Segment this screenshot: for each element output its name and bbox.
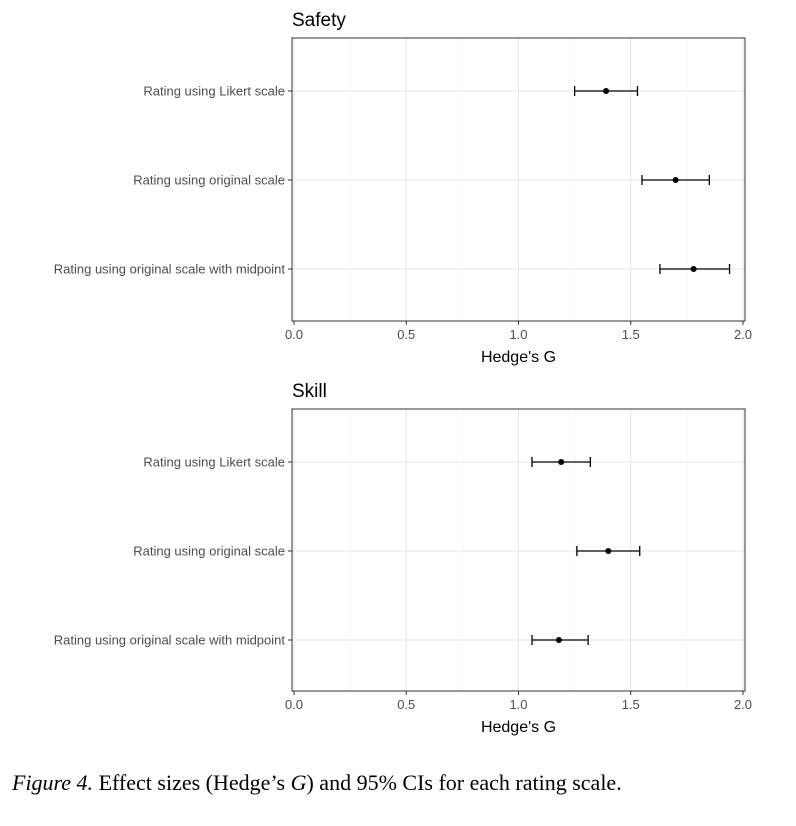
estimate-point [558, 459, 565, 465]
chart-title: Skill [292, 381, 327, 402]
chart-title: Safety [292, 10, 346, 31]
chart-panel-1: Safety Rating using Likert scale Rating us… [54, 10, 752, 366]
chart-panel-2: Skill Rating using Likert scale Rating usi… [54, 381, 752, 736]
x-tick-label: 0.0 [285, 327, 303, 342]
estimate-point [690, 266, 697, 272]
x-tick-label: 1.0 [509, 697, 527, 712]
x-axis-label: Hedge's G [481, 719, 556, 736]
y-tick-label: Rating using Likert scale [143, 455, 285, 470]
y-tick-label: Rating using original scale [133, 173, 285, 188]
caption-text-before: Effect sizes (Hedge’s [93, 770, 291, 795]
x-tick-label: 2.0 [734, 327, 752, 342]
x-tick-label: 1.5 [622, 327, 640, 342]
x-tick-label: 1.5 [622, 697, 640, 712]
caption-text-italic: G [290, 770, 307, 795]
x-axis-label: Hedge's G [481, 349, 556, 366]
x-tick-label: 0.5 [397, 327, 415, 342]
estimate-point [672, 177, 679, 183]
y-tick-label: Rating using Likert scale [143, 84, 285, 99]
figure-label: Figure 4. [12, 770, 94, 795]
y-tick-label: Rating using original scale [133, 544, 285, 559]
figure-caption: Figure 4. Effect sizes (Hedge’s G) and 9… [12, 770, 792, 796]
estimate-point [603, 88, 610, 94]
estimate-point [555, 637, 562, 643]
x-tick-label: 0.0 [285, 697, 303, 712]
estimate-point [605, 548, 612, 554]
y-tick-label: Rating using original scale with midpoin… [54, 633, 286, 648]
x-tick-label: 0.5 [397, 697, 415, 712]
y-tick-label: Rating using original scale with midpoin… [54, 262, 286, 277]
x-tick-label: 2.0 [734, 697, 752, 712]
x-tick-label: 1.0 [509, 327, 527, 342]
caption-text-after: ) and 95% CIs for each rating scale. [306, 770, 622, 795]
